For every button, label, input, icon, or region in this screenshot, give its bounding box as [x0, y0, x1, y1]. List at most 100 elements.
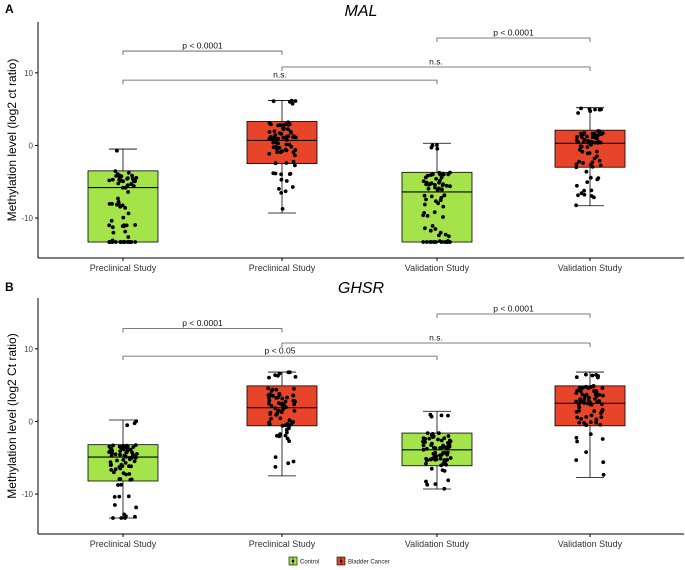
- data-point: [107, 450, 111, 454]
- data-point: [285, 421, 290, 426]
- data-point: [271, 171, 276, 176]
- data-point: [598, 411, 603, 415]
- data-point: [267, 398, 272, 403]
- data-point: [269, 404, 274, 408]
- data-point: [574, 375, 579, 379]
- data-point: [281, 126, 285, 130]
- data-point: [277, 145, 282, 150]
- data-point: [279, 172, 283, 177]
- data-point: [445, 445, 450, 450]
- y-tick-label: 10: [24, 69, 33, 78]
- data-point: [439, 445, 444, 450]
- bracket-line: [122, 328, 283, 333]
- data-point: [279, 401, 284, 406]
- data-point: [283, 399, 288, 404]
- data-point: [285, 395, 289, 400]
- data-point: [270, 393, 275, 398]
- data-point: [291, 134, 296, 139]
- data-point: [599, 415, 604, 419]
- data-point: [117, 201, 121, 206]
- data-point: [593, 388, 598, 393]
- data-point: [426, 186, 431, 191]
- x-tick-label: Validation Study: [558, 263, 623, 273]
- data-point: [131, 184, 136, 188]
- data-point: [588, 175, 593, 180]
- data-point: [448, 184, 452, 189]
- data-point: [423, 440, 427, 444]
- data-point: [438, 178, 442, 183]
- data-point: [442, 193, 447, 198]
- data-point: [594, 373, 598, 377]
- data-point: [128, 447, 133, 452]
- data-point: [575, 439, 579, 444]
- data-point: [589, 188, 594, 193]
- data-point: [115, 458, 119, 463]
- data-point: [577, 405, 582, 410]
- data-point: [283, 189, 288, 194]
- data-point: [574, 162, 579, 167]
- data-point: [121, 215, 126, 220]
- data-point: [424, 479, 428, 484]
- data-point: [448, 456, 453, 460]
- data-point: [131, 445, 136, 449]
- data-point: [579, 417, 584, 421]
- data-point: [112, 495, 117, 499]
- data-point: [440, 183, 445, 188]
- data-point: [588, 109, 593, 113]
- data-point: [434, 176, 438, 181]
- data-point: [438, 172, 442, 177]
- data-point: [590, 373, 595, 378]
- data-point: [126, 170, 131, 175]
- x-tick-label: Validation Study: [405, 539, 470, 549]
- data-point: [115, 173, 120, 178]
- data-point: [575, 415, 580, 420]
- data-point: [441, 204, 446, 209]
- data-point: [443, 232, 448, 237]
- data-point: [584, 169, 589, 174]
- data-point: [273, 133, 278, 138]
- data-point: [267, 121, 272, 125]
- data-point: [113, 452, 118, 457]
- data-point: [123, 185, 128, 190]
- data-point: [131, 452, 135, 457]
- data-point: [125, 449, 130, 454]
- data-point: [285, 430, 289, 435]
- significance-label: n.s.: [429, 333, 443, 343]
- data-point: [133, 179, 138, 183]
- x-tick-label: Preclinical Study: [90, 539, 157, 549]
- data-point: [446, 172, 451, 177]
- data-point: [440, 187, 444, 192]
- data-point: [287, 418, 292, 423]
- box-4: [554, 106, 626, 208]
- y-tick-label: -10: [21, 214, 33, 223]
- data-point: [109, 453, 114, 458]
- data-point: [579, 106, 583, 111]
- data-point: [577, 147, 582, 152]
- data-point: [275, 433, 279, 438]
- data-point: [587, 395, 591, 400]
- data-point: [437, 233, 441, 238]
- bracket-line: [122, 79, 438, 85]
- data-point: [280, 396, 285, 401]
- data-point: [595, 136, 599, 141]
- panel-letter: A: [5, 2, 14, 16]
- data-point: [599, 107, 603, 112]
- data-point: [123, 229, 128, 234]
- data-point: [286, 425, 291, 430]
- data-point: [582, 401, 587, 405]
- significance-label: p < 0.0001: [182, 41, 223, 51]
- data-point: [584, 392, 589, 397]
- legend-label: Bladder Cancer: [348, 560, 390, 566]
- significance-label: p < 0.0001: [493, 303, 534, 313]
- box-body: [401, 171, 473, 243]
- data-point: [441, 461, 446, 466]
- data-point: [286, 134, 291, 139]
- data-point: [118, 449, 123, 453]
- data-point: [122, 453, 127, 458]
- data-point: [109, 446, 114, 451]
- y-tick-label: 0: [29, 417, 34, 426]
- data-point: [430, 224, 435, 228]
- data-point: [578, 397, 583, 402]
- data-point: [583, 384, 588, 389]
- data-point: [119, 482, 123, 487]
